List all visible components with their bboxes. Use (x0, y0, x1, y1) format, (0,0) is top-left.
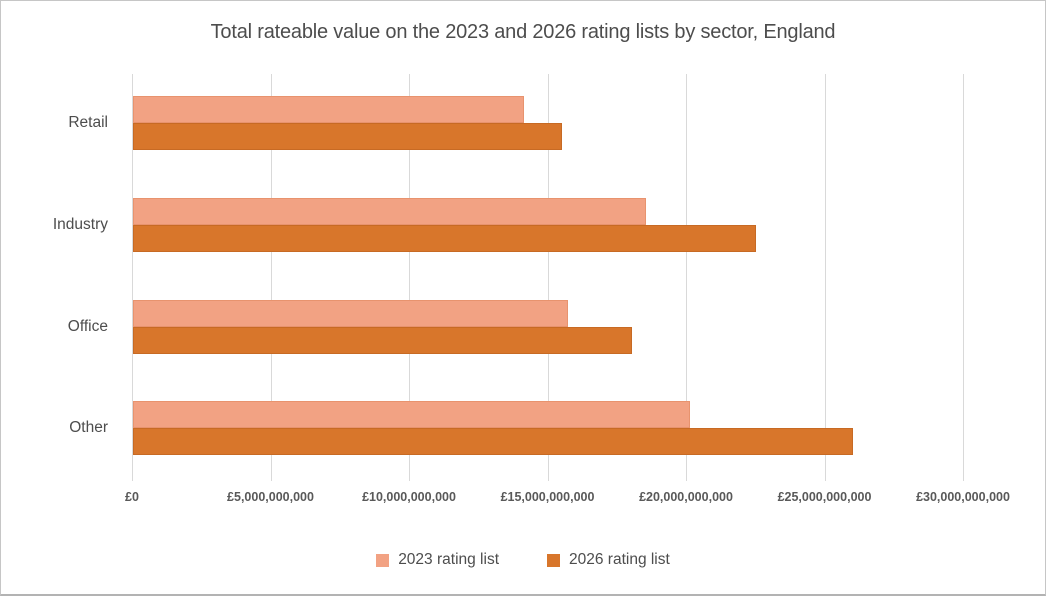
x-tick-label: £10,000,000,000 (362, 490, 456, 504)
x-tick-label: £30,000,000,000 (916, 490, 1010, 504)
bar-office-2026 (133, 326, 632, 354)
gridline (270, 74, 272, 481)
legend-label: 2026 rating list (569, 551, 670, 568)
category-axis: Retail Industry Office Other (1, 74, 108, 481)
bar-other-2023 (133, 401, 690, 429)
bar-retail-2023 (133, 96, 524, 123)
bar-office-2023 (133, 299, 568, 327)
legend-swatch-icon (547, 553, 560, 567)
x-tick-label: £0 (125, 490, 139, 504)
chart-title: Total rateable value on the 2023 and 202… (210, 21, 836, 43)
gridline (547, 74, 549, 481)
legend-item-2026: 2026 rating list (547, 551, 670, 569)
gridline (963, 74, 964, 481)
legend-label: 2023 rating list (398, 551, 499, 568)
x-tick-label: £5,000,000,000 (227, 490, 314, 504)
legend: 2023 rating list 2026 rating list (1, 551, 1045, 569)
gridline (686, 74, 687, 481)
legend-item-2023: 2023 rating list (376, 551, 499, 569)
x-tick-label: £25,000,000,000 (777, 490, 872, 504)
plot-area (132, 74, 964, 481)
bar-retail-2026 (133, 123, 563, 150)
category-label-other: Other (69, 419, 108, 437)
bar-industry-2026 (133, 224, 757, 252)
value-axis: £0 £5,000,000,000 £10,000,000,000 £15,000,0… (1, 490, 1045, 510)
x-tick-label: £15,000,000,000 (500, 490, 595, 504)
category-label-retail: Retail (68, 114, 108, 131)
x-tick-label: £20,000,000,000 (639, 490, 733, 504)
gridline (409, 74, 410, 481)
category-label-office: Office (67, 317, 108, 335)
gridline (132, 74, 133, 481)
bar-industry-2023 (133, 197, 646, 225)
category-label-industry: Industry (52, 215, 108, 233)
bar-other-2026 (133, 428, 854, 456)
gridline (824, 74, 826, 481)
legend-swatch-icon (376, 553, 390, 567)
